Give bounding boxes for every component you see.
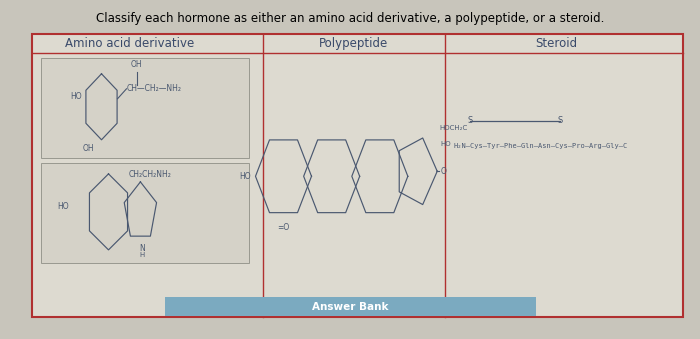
Text: Polypeptide: Polypeptide — [319, 37, 388, 50]
Text: S: S — [468, 116, 473, 125]
Text: HO: HO — [440, 141, 451, 147]
Text: Amino acid derivative: Amino acid derivative — [65, 37, 194, 50]
Text: O: O — [440, 167, 446, 176]
Text: Classify each hormone as either an amino acid derivative, a polypeptide, or a st: Classify each hormone as either an amino… — [96, 12, 604, 25]
Bar — [41, 58, 249, 158]
Bar — [32, 34, 682, 317]
Text: OH: OH — [83, 144, 94, 153]
Bar — [164, 297, 536, 316]
Text: HO: HO — [70, 92, 81, 101]
Text: H₂N–Cys–Tyr–Phe–Gln–Asn–Cys–Pro–Arg–Gly–C: H₂N–Cys–Tyr–Phe–Gln–Asn–Cys–Pro–Arg–Gly–… — [454, 143, 628, 149]
Text: OH: OH — [131, 60, 142, 69]
Bar — [41, 163, 249, 263]
Text: HOCH₂C: HOCH₂C — [439, 125, 468, 131]
Text: CH—CH₂—NH₂: CH—CH₂—NH₂ — [127, 84, 181, 93]
Text: Steroid: Steroid — [536, 37, 578, 50]
Text: Answer Bank: Answer Bank — [312, 302, 388, 312]
Text: CH₂CH₂NH₂: CH₂CH₂NH₂ — [129, 170, 172, 179]
Text: N: N — [139, 244, 146, 253]
Text: H: H — [140, 252, 145, 258]
Text: S: S — [557, 116, 563, 125]
Text: HO: HO — [239, 172, 251, 181]
Text: HO: HO — [57, 202, 69, 211]
Text: =O: =O — [277, 223, 290, 232]
